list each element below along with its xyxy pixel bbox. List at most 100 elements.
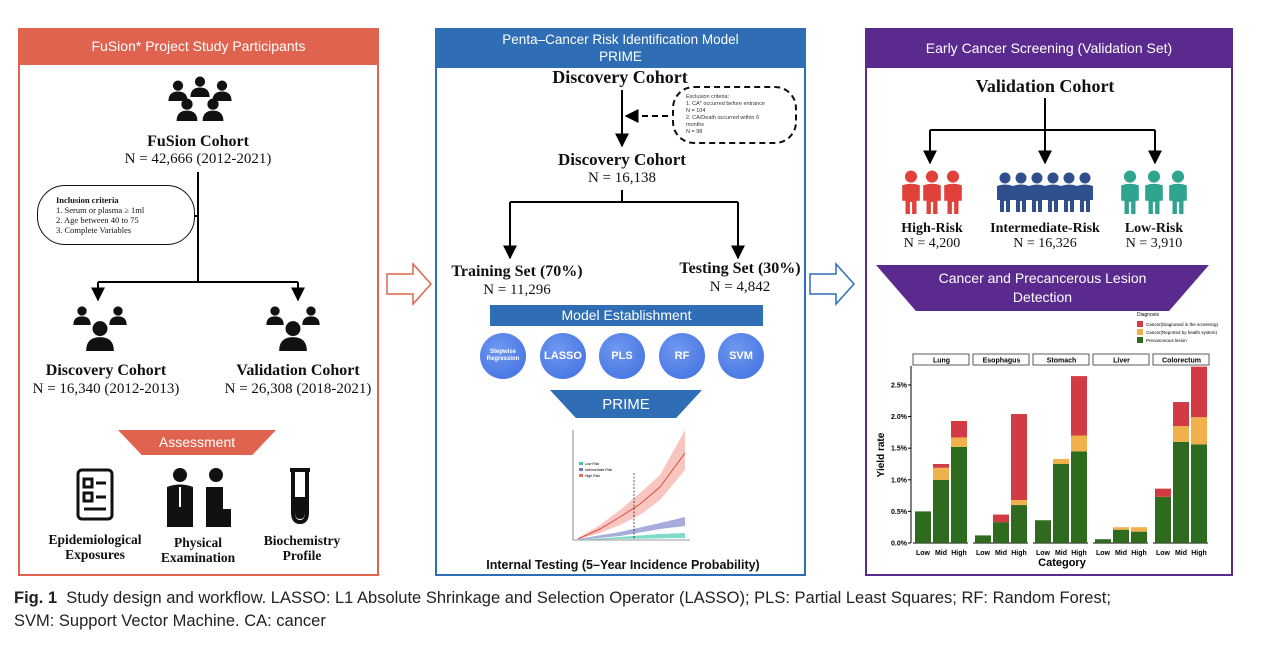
model-stepwise-regression: Stepwise Regression	[480, 333, 526, 379]
intermediate-risk-n: N = 16,326	[1013, 236, 1077, 251]
facet-strip	[1092, 353, 1150, 366]
facet-label: Liver	[1113, 358, 1130, 365]
x-tick-label: Mid	[995, 550, 1007, 557]
inclusion-item: 2. Age between 40 to 75	[56, 215, 139, 225]
model-svm: SVM	[718, 333, 764, 379]
bar-segment	[975, 535, 991, 543]
middle-flow-lines	[503, 90, 745, 260]
prime-banner: PRIME	[550, 390, 702, 418]
assessment-label: Examination	[160, 550, 236, 565]
exclusion-line: 1. CA* occurred before entrance	[686, 101, 765, 107]
x-tick-label: Low	[1156, 550, 1171, 557]
fusion-cohort-name: FuSion Cohort	[147, 133, 249, 150]
x-tick-label: Low	[916, 550, 931, 557]
legend-label: Cancer(Reported by health system)	[1146, 330, 1218, 335]
x-tick-label: Low	[1036, 550, 1051, 557]
facet-label: Esophagus	[983, 358, 1021, 365]
bar-segment	[1173, 426, 1189, 442]
fusion-cohort-n: N = 42,666 (2012-2021)	[124, 151, 272, 167]
discovery-top: Discovery Cohort	[552, 67, 688, 87]
bar-segment	[1011, 500, 1027, 506]
legend-swatch	[1137, 337, 1143, 343]
bar-segment	[951, 446, 967, 543]
checklist-icon	[76, 468, 114, 521]
bar-segment	[915, 511, 931, 543]
low-risk-label: Low-Risk	[1124, 221, 1184, 236]
prime-text: PRIME	[602, 395, 650, 413]
x-axis-label: Category	[1038, 557, 1087, 569]
x-tick-label: Mid	[935, 550, 947, 557]
arrow-right-icon	[809, 262, 856, 306]
bar-segment	[933, 463, 949, 468]
bar-segment	[951, 420, 967, 438]
x-tick-label: Mid	[1175, 550, 1187, 557]
left-title-text: FuSion* Project Study Participants	[91, 38, 306, 54]
model-pls: PLS	[599, 333, 645, 379]
bar-segment	[1053, 458, 1069, 464]
inclusion-criteria-box: Inclusion criteria 1. Serum or plasma ≥ …	[37, 185, 195, 245]
training-set: Training Set (70%)	[451, 263, 583, 280]
bar-segment	[1131, 527, 1147, 532]
intermediate-risk-band	[578, 517, 685, 540]
high-risk-line	[577, 452, 686, 540]
legend-high-risk: High Risk	[585, 474, 600, 478]
detection-line1: Cancer and Precancerous Lesion	[938, 270, 1147, 286]
exclusion-line: months	[686, 122, 705, 128]
left-panel-title: FuSion* Project Study Participants	[18, 28, 379, 65]
exclusion-criteria-box: Exclusion criteria: 1. CA* occurred befo…	[672, 86, 797, 144]
validation-cohort-name: Validation Cohort	[236, 362, 360, 379]
y-tick-label: 0.5%	[891, 509, 908, 516]
x-tick-label: Low	[1096, 550, 1111, 557]
x-tick-label: High	[951, 550, 967, 557]
testing-set-n: N = 4,842	[709, 279, 771, 295]
facet-label: Lung	[933, 358, 950, 365]
test-tube-icon	[290, 468, 310, 525]
assessment-label: Physical	[173, 535, 223, 550]
x-tick-label: Low	[976, 550, 991, 557]
y-tick-label: 2.5%	[891, 382, 908, 389]
caption-label: Fig. 1	[14, 589, 58, 607]
middle-panel-title: Penta–Cancer Risk Identification Model PR…	[435, 28, 806, 68]
bar-segment	[1113, 529, 1129, 543]
legend-swatch	[1137, 329, 1143, 335]
y-axis-label: Yield rate	[876, 432, 887, 477]
legend-title: Diagnosis	[1137, 312, 1159, 318]
intermediate-risk-label: Intermediate-Risk	[990, 221, 1100, 236]
y-tick-label: 2.0%	[891, 414, 908, 421]
right-title-text: Early Cancer Screening (Validation Set)	[925, 39, 1173, 56]
facet-label: Colorectum	[1162, 358, 1201, 365]
bar-segment	[951, 437, 967, 447]
model-establishment-text: Model Establishment	[561, 307, 692, 323]
bar-segment	[1173, 402, 1189, 427]
bar-segment	[1113, 527, 1129, 530]
facet-label: Stomach	[1047, 358, 1077, 365]
y-tick-label: 1.0%	[891, 477, 908, 484]
exclusion-line: 2. CA/Death occurred within 6	[686, 115, 760, 121]
bar-segment	[993, 522, 1009, 543]
middle-title-line1: Penta–Cancer Risk Identification Model	[502, 32, 739, 47]
exclusion-line: N = 104	[686, 108, 706, 114]
legend-swatch	[1137, 321, 1143, 327]
bar-segment	[1011, 414, 1027, 501]
assessment-label: Exposures	[65, 547, 125, 562]
assessment-label: Biochemistry	[263, 533, 341, 548]
assessment-physical: Physical Examination	[161, 535, 235, 565]
internal-testing-caption: Internal Testing (5–Year Incidence Proba…	[486, 558, 760, 572]
bar-segment	[1131, 531, 1147, 543]
discovery-cohort-middle-n: N = 16,138	[587, 170, 657, 186]
bar-segment	[1173, 441, 1189, 543]
detection-line2: Detection	[1012, 289, 1073, 305]
assessment-biochemistry: Biochemistry Profile	[264, 533, 341, 563]
high-risk-n: N = 4,200	[903, 236, 961, 251]
bar-segment	[1155, 488, 1171, 497]
legend-label: Cancer(Diagnosed in the screening)	[1146, 322, 1219, 327]
x-tick-label: High	[1191, 550, 1207, 557]
bar-segment	[1191, 366, 1207, 418]
validation-cohort-right: Validation Cohort	[975, 76, 1115, 96]
discovery-cohort-name: Discovery Cohort	[45, 362, 167, 379]
assessment-banner: Assessment	[118, 430, 276, 455]
model-lasso: LASSO	[540, 333, 586, 379]
exclusion-line: N = 98	[686, 129, 703, 135]
